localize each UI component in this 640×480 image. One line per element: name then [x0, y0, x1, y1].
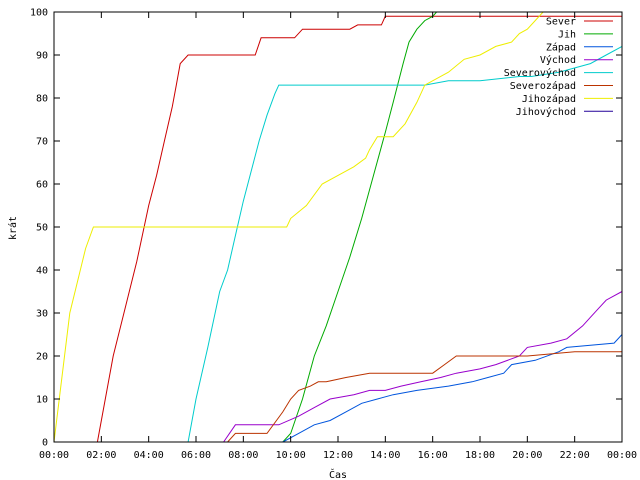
x-tick-label: 04:00	[134, 450, 164, 461]
y-tick-label: 30	[36, 309, 48, 320]
x-tick-label: 14:00	[370, 450, 400, 461]
series-line-2	[282, 11, 622, 443]
series-line-6	[199, 351, 622, 443]
series-line-1	[96, 15, 622, 443]
legend-label: Severozápad	[510, 80, 576, 92]
x-tick-label: 18:00	[465, 450, 495, 461]
series-line-4	[223, 291, 623, 443]
legend: SeverJihZápadVýchodSeverovýchodSeverozáp…	[504, 17, 613, 118]
legend-label: Východ	[540, 54, 576, 66]
ticks-layer: 00:00 02:00 04:00 06:00 08:00 10:00 12:00 14:00…	[30, 8, 637, 462]
x-tick-label: 16:00	[418, 450, 448, 461]
x-tick-label: 10:00	[276, 450, 306, 461]
legend-label: Jihovýchod	[516, 106, 576, 118]
legend-label: Sever	[546, 17, 576, 28]
x-tick-label: 06:00	[181, 450, 211, 461]
x-tick-label: 00:00	[607, 450, 637, 461]
x-tick-label: 20:00	[512, 450, 542, 461]
y-tick-label: 80	[36, 94, 48, 105]
y-tick-label: 90	[36, 51, 48, 62]
series-line-5	[187, 45, 623, 443]
series-line-3	[282, 334, 623, 443]
legend-label: Západ	[546, 41, 576, 53]
series-line-7	[53, 11, 622, 443]
x-tick-label: 22:00	[560, 450, 590, 461]
legend-label: Severovýchod	[504, 67, 576, 79]
x-tick-label: 12:00	[323, 450, 353, 461]
y-tick-label: 100	[30, 8, 48, 19]
x-tick-label: 02:00	[86, 450, 116, 461]
legend-label: Jih	[558, 29, 576, 40]
y-tick-label: 40	[36, 266, 48, 277]
series-layer	[53, 11, 623, 443]
legend-label: Jihozápad	[522, 93, 576, 105]
y-tick-label: 10	[36, 395, 48, 406]
y-tick-label: 20	[36, 352, 48, 363]
y-tick-label: 0	[42, 438, 48, 449]
x-axis-label: Čas	[329, 468, 347, 480]
y-tick-label: 70	[36, 137, 48, 148]
y-axis-label: krát	[7, 216, 19, 240]
y-tick-label: 50	[36, 223, 48, 234]
y-tick-label: 60	[36, 180, 48, 191]
x-tick-label: 08:00	[228, 450, 258, 461]
x-tick-label: 00:00	[39, 450, 69, 461]
